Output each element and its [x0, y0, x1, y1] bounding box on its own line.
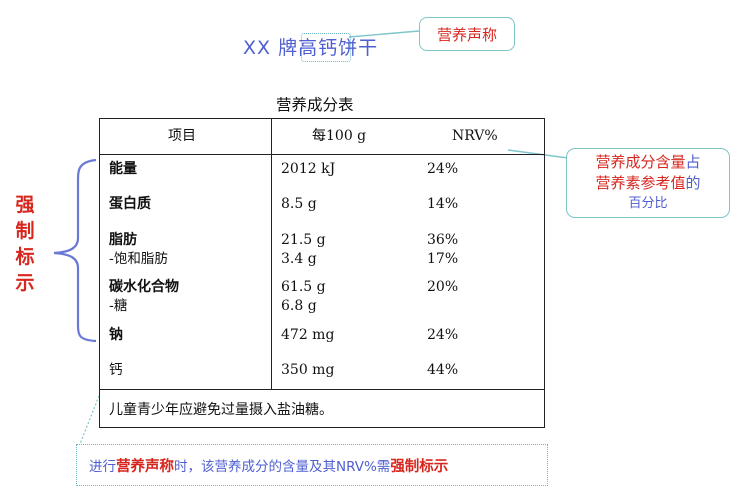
row-energy-item: 能量	[109, 161, 137, 177]
mandatory-bracket	[53, 158, 97, 343]
title-highlight-box	[301, 33, 351, 62]
nrv-callout-line1-blue: 占	[685, 153, 701, 171]
bottom-note-mandatory: 强制标示	[390, 458, 449, 475]
mandatory-label-char: 标	[15, 246, 35, 268]
row-protein-amount: 8.5 g	[281, 196, 317, 212]
row-protein-nrv: 14%	[427, 196, 459, 212]
table-footnote: 儿童青少年应避免过量摄入盐油糖。	[109, 402, 333, 418]
row-calcium-item: 钙	[109, 362, 123, 378]
nrv-callout-line2-blue: 的	[685, 174, 701, 192]
row-fat-item: 脂肪	[109, 232, 137, 248]
bottom-note-part1: 进行	[89, 459, 116, 475]
row-carb-nrv: 20%	[427, 279, 459, 295]
row-calcium-nrv: 44%	[427, 362, 459, 378]
row-carb-sub-amount: 6.8 g	[281, 298, 317, 314]
product-title: XX 牌高钙饼干	[243, 37, 379, 59]
footnote-divider	[100, 389, 544, 390]
table-caption: 营养成分表	[276, 96, 354, 114]
header-divider	[100, 154, 544, 155]
row-fat-nrv: 36%	[427, 232, 459, 248]
nrv-callout-line2-red: 营养素参考值	[595, 174, 686, 192]
mandatory-label-char: 示	[15, 272, 35, 294]
row-fat-sub-item: -饱和脂肪	[109, 251, 168, 267]
row-calcium-amount: 350 mg	[281, 362, 335, 378]
row-fat-sub-nrv: 17%	[427, 251, 459, 267]
row-energy-nrv: 24%	[427, 161, 459, 177]
header-per-100g: 每100 g	[312, 128, 367, 144]
row-energy-amount: 2012 kJ	[281, 161, 336, 177]
row-sodium-nrv: 24%	[427, 327, 459, 343]
row-carb-amount: 61.5 g	[281, 279, 326, 295]
row-sodium-amount: 472 mg	[281, 327, 335, 343]
mandatory-label-char: 制	[15, 220, 35, 242]
nrv-callout-line1-red: 营养成分含量	[595, 153, 686, 171]
row-sodium-item: 钠	[109, 327, 123, 343]
row-carb-sub-item: -糖	[109, 298, 128, 314]
nrv-callout-line3: 百分比	[628, 196, 668, 211]
bottom-note: 进行 营养声称 时，该营养成分的含量及其NRV%需 强制标示	[76, 444, 548, 486]
row-protein-item: 蛋白质	[109, 196, 151, 212]
row-fat-amount: 21.5 g	[281, 232, 326, 248]
title-callout-connector	[348, 30, 420, 38]
header-nrv: NRV%	[452, 128, 498, 144]
nutrition-claim-callout: 营养声称	[419, 17, 515, 51]
bottom-note-claim: 营养声称	[116, 458, 174, 475]
bottom-note-connector	[79, 395, 100, 445]
row-fat-sub-amount: 3.4 g	[281, 251, 317, 267]
mandatory-label-char: 强	[15, 194, 35, 216]
nrv-definition-callout: 营养成分含量占 营养素参考值的 百分比	[566, 148, 730, 218]
header-item: 项目	[168, 128, 196, 144]
row-carb-item: 碳水化合物	[109, 279, 179, 295]
mandatory-label: 强 制 标 示	[12, 192, 38, 296]
column-divider	[271, 119, 272, 389]
bottom-note-part3: 时，该营养成分的含量及其NRV%需	[174, 459, 391, 475]
nutrition-table: 项目 每100 g NRV% 能量 2012 kJ 24% 蛋白质 8.5 g …	[99, 118, 545, 428]
